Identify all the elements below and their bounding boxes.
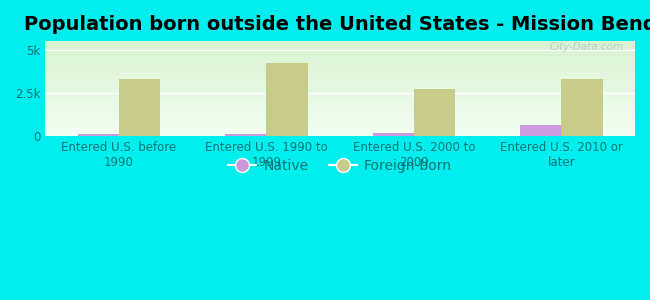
Title: Population born outside the United States - Mission Bend: Population born outside the United State… [24,15,650,34]
Legend: Native, Foreign-born: Native, Foreign-born [223,153,458,178]
Bar [266,64,307,136]
Bar [372,133,414,136]
Bar [520,125,562,136]
Bar [78,134,119,136]
Bar [119,79,161,136]
Bar [562,79,603,136]
Bar [414,89,455,136]
Text: City-Data.com: City-Data.com [549,42,623,52]
Bar [225,134,266,136]
